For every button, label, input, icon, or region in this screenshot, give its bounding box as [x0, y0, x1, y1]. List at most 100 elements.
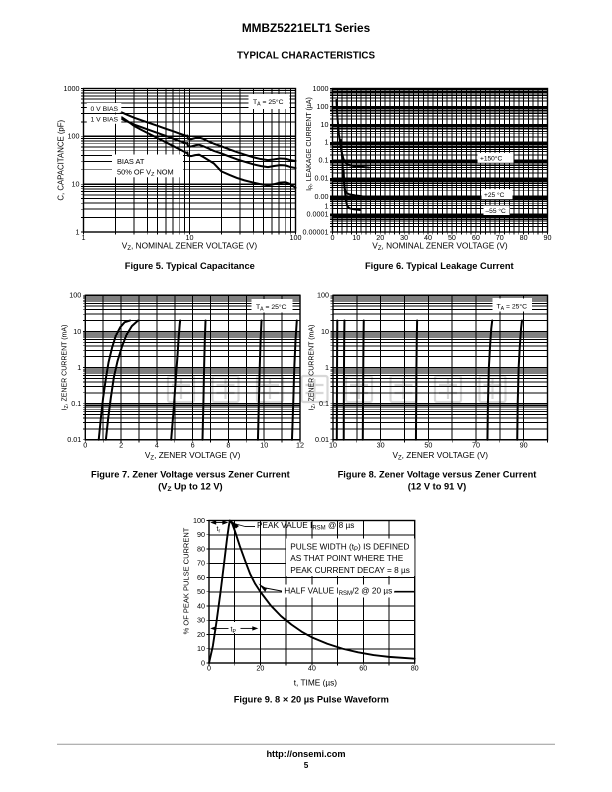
svg-text:C, CAPACITANCE (pF): C, CAPACITANCE (pF)	[57, 119, 66, 200]
svg-text:50: 50	[424, 441, 432, 450]
svg-text:0: 0	[201, 658, 205, 667]
svg-text:1 V BIAS: 1 V BIAS	[91, 117, 119, 124]
svg-text:Figure 5. Typical Capacitance: Figure 5. Typical Capacitance	[125, 261, 255, 271]
svg-text:TA = 25°C: TA = 25°C	[253, 98, 284, 108]
svg-text:1: 1	[76, 227, 80, 236]
svg-text:10: 10	[321, 327, 329, 336]
svg-text:50% OF VZ NOM: 50% OF VZ NOM	[117, 168, 174, 179]
svg-text:5: 5	[304, 761, 309, 770]
svg-text:100: 100	[193, 516, 205, 525]
svg-text:100: 100	[68, 132, 80, 141]
svg-text:1000: 1000	[64, 84, 80, 93]
svg-text:30: 30	[377, 441, 385, 450]
svg-text:IZ, ZENER CURRENT (mA): IZ, ZENER CURRENT (mA)	[62, 325, 71, 411]
svg-text:80: 80	[411, 663, 419, 672]
svg-text:20: 20	[376, 233, 384, 242]
svg-text:0.1: 0.1	[71, 399, 81, 408]
svg-text:10: 10	[197, 644, 205, 653]
svg-text:0.01: 0.01	[315, 435, 329, 444]
svg-text:http://onsemi.com: http://onsemi.com	[266, 749, 345, 759]
svg-text:Figure 6. Typical Leakage Curr: Figure 6. Typical Leakage Current	[365, 261, 514, 271]
svg-text:HALF VALUE IRSM/2 @ 20 µs: HALF VALUE IRSM/2 @ 20 µs	[284, 587, 392, 598]
svg-text:20: 20	[256, 663, 264, 672]
svg-text:10: 10	[352, 233, 360, 242]
svg-text:10: 10	[186, 233, 194, 242]
svg-text:(12 V to 91 V): (12 V to 91 V)	[408, 482, 466, 492]
svg-text:10: 10	[321, 120, 329, 129]
svg-text:t, TIME (µs): t, TIME (µs)	[294, 677, 338, 687]
svg-text:TA = 25°C: TA = 25°C	[256, 303, 287, 313]
svg-text:0 V BIAS: 0 V BIAS	[91, 106, 119, 113]
svg-text:60: 60	[359, 663, 367, 672]
svg-text:90: 90	[544, 233, 552, 242]
svg-text:Figure 7. Zener Voltage versus: Figure 7. Zener Voltage versus Zener Cur…	[91, 470, 290, 480]
svg-text:20: 20	[197, 630, 205, 639]
svg-text:VZ, NOMINAL ZENER VOLTAGE (V): VZ, NOMINAL ZENER VOLTAGE (V)	[372, 241, 508, 253]
svg-text:100: 100	[317, 291, 329, 300]
svg-text:AS THAT POINT WHERE THE: AS THAT POINT WHERE THE	[290, 554, 403, 563]
svg-text:10: 10	[72, 180, 80, 189]
svg-text:70: 70	[197, 559, 205, 568]
svg-text:10: 10	[73, 327, 81, 336]
svg-text:1: 1	[82, 233, 86, 242]
svg-text:100: 100	[317, 102, 329, 111]
svg-text:40: 40	[424, 233, 432, 242]
svg-text:30: 30	[197, 616, 205, 625]
svg-text:VZ, NOMINAL ZENER VOLTAGE (V): VZ, NOMINAL ZENER VOLTAGE (V)	[122, 241, 258, 253]
svg-text:IR, LEAKAGE CURRENT (µA): IR, LEAKAGE CURRENT (µA)	[306, 97, 315, 191]
svg-text:% OF PEAK PULSE CURRENT: % OF PEAK PULSE CURRENT	[182, 527, 191, 634]
svg-text:8: 8	[226, 441, 230, 450]
svg-text:80: 80	[197, 544, 205, 553]
svg-text:BIAS AT: BIAS AT	[117, 157, 145, 166]
svg-text:IZ, ZENER CURRENT (mA): IZ, ZENER CURRENT (mA)	[309, 325, 318, 411]
svg-text:40: 40	[308, 663, 316, 672]
svg-text:PEAK VALUE IRSM @ 8 µs: PEAK VALUE IRSM @ 8 µs	[257, 521, 354, 532]
svg-text:0.00001: 0.00001	[303, 227, 329, 236]
svg-text:50: 50	[197, 587, 205, 596]
svg-text:0.01: 0.01	[67, 435, 81, 444]
svg-text:0.00: 0.00	[315, 192, 329, 201]
svg-text:VZ, ZENER VOLTAGE (V): VZ, ZENER VOLTAGE (V)	[145, 450, 241, 462]
svg-text:90: 90	[197, 530, 205, 539]
svg-text:PEAK CURRENT DECAY = 8 µs: PEAK CURRENT DECAY = 8 µs	[290, 566, 410, 575]
svg-text:0.0001: 0.0001	[307, 209, 329, 218]
svg-text:tr: tr	[217, 526, 221, 535]
svg-text:10: 10	[329, 441, 337, 450]
svg-text:2: 2	[119, 441, 123, 450]
svg-text:70: 70	[472, 441, 480, 450]
svg-text:MMBZ5221ELT1 Series: MMBZ5221ELT1 Series	[242, 21, 371, 35]
svg-text:0: 0	[331, 233, 335, 242]
svg-text:40: 40	[197, 601, 205, 610]
svg-text:12: 12	[296, 441, 304, 450]
svg-text:Figure 9. 8 × 20 µs Pulse Wave: Figure 9. 8 × 20 µs Pulse Waveform	[234, 694, 389, 704]
svg-text:1: 1	[77, 363, 81, 372]
svg-text:Figure 8. Zener Voltage versus: Figure 8. Zener Voltage versus Zener Cur…	[338, 470, 537, 480]
svg-text:0: 0	[207, 663, 211, 672]
svg-text:0.1: 0.1	[319, 399, 329, 408]
svg-text:50: 50	[448, 233, 456, 242]
svg-text:90: 90	[520, 441, 528, 450]
svg-text:–55 °C: –55 °C	[486, 207, 506, 215]
svg-text:tP: tP	[231, 626, 237, 635]
svg-text:(VZ Up to 12 V): (VZ Up to 12 V)	[158, 482, 222, 494]
svg-text:70: 70	[496, 233, 504, 242]
svg-text:PULSE WIDTH (tP) IS DEFINED: PULSE WIDTH (tP) IS DEFINED	[290, 543, 409, 554]
svg-text:80: 80	[520, 233, 528, 242]
svg-text:60: 60	[197, 573, 205, 582]
svg-text:100: 100	[290, 233, 302, 242]
svg-text:4: 4	[155, 441, 159, 450]
svg-text:VZ, ZENER VOLTAGE (V): VZ, ZENER VOLTAGE (V)	[392, 450, 488, 462]
svg-text:0.01: 0.01	[315, 174, 329, 183]
svg-text:1: 1	[325, 363, 329, 372]
svg-text:TA = 25°C: TA = 25°C	[497, 302, 528, 312]
svg-text:1000: 1000	[313, 84, 329, 93]
svg-text:100: 100	[69, 291, 81, 300]
svg-text:TYPICAL CHARACTERISTICS: TYPICAL CHARACTERISTICS	[237, 50, 376, 61]
svg-text:10: 10	[260, 441, 268, 450]
svg-text:1: 1	[325, 201, 329, 210]
svg-text:0.1: 0.1	[319, 156, 329, 165]
svg-text:0: 0	[83, 441, 87, 450]
svg-text:+25 °C: +25 °C	[484, 191, 505, 199]
svg-text:6: 6	[191, 441, 195, 450]
svg-text:+150°C: +150°C	[480, 155, 502, 163]
